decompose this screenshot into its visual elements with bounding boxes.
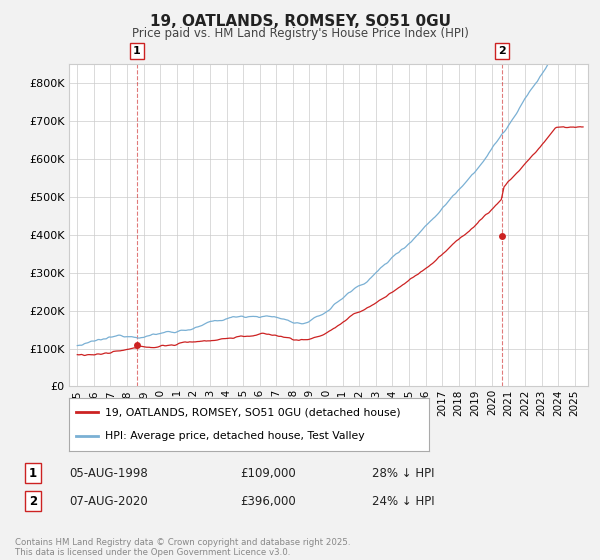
Text: £396,000: £396,000 [240,494,296,508]
Text: Contains HM Land Registry data © Crown copyright and database right 2025.
This d: Contains HM Land Registry data © Crown c… [15,538,350,557]
Text: 28% ↓ HPI: 28% ↓ HPI [372,466,434,480]
Text: Price paid vs. HM Land Registry's House Price Index (HPI): Price paid vs. HM Land Registry's House … [131,27,469,40]
Text: 05-AUG-1998: 05-AUG-1998 [69,466,148,480]
Text: £109,000: £109,000 [240,466,296,480]
Text: 1: 1 [29,466,37,480]
Text: 19, OATLANDS, ROMSEY, SO51 0GU: 19, OATLANDS, ROMSEY, SO51 0GU [149,14,451,29]
Text: 2: 2 [498,46,506,57]
Text: 24% ↓ HPI: 24% ↓ HPI [372,494,434,508]
Text: HPI: Average price, detached house, Test Valley: HPI: Average price, detached house, Test… [105,431,365,441]
Text: 1: 1 [133,46,141,57]
Text: 07-AUG-2020: 07-AUG-2020 [69,494,148,508]
Text: 19, OATLANDS, ROMSEY, SO51 0GU (detached house): 19, OATLANDS, ROMSEY, SO51 0GU (detached… [105,408,401,418]
Text: 2: 2 [29,494,37,508]
